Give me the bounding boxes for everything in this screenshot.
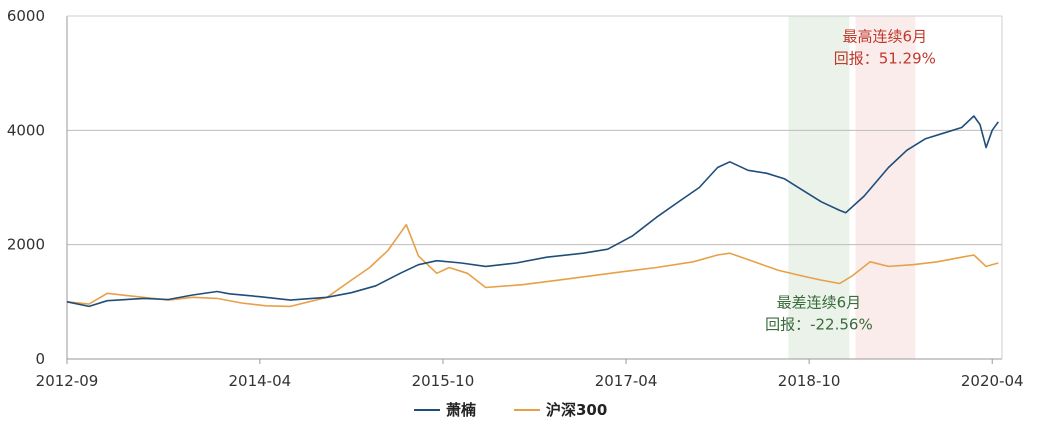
x-tick-label: 2012-09 xyxy=(36,372,99,390)
series-line-0 xyxy=(66,115,999,308)
shaded-region-best xyxy=(855,16,916,359)
x-tick-label: 2018-10 xyxy=(778,372,841,390)
annotation-best-line1: 最高连续6月 xyxy=(843,28,928,46)
annotation-worst-line2: 回报：-22.56% xyxy=(765,316,873,334)
x-tick-label: 2014-04 xyxy=(229,372,292,390)
y-tick-label: 6000 xyxy=(7,7,45,25)
x-tick-label: 2020-04 xyxy=(961,372,1024,390)
x-tick-label: 2015-10 xyxy=(412,372,475,390)
y-tick-label: 0 xyxy=(35,350,45,368)
series-line-1 xyxy=(66,223,999,308)
annotation-best-line2: 回报：51.29% xyxy=(834,50,936,68)
legend-label-0: 萧楠 xyxy=(446,401,476,419)
x-tick-label: 2017-04 xyxy=(595,372,658,390)
annotation-worst-line1: 最差连续6月 xyxy=(777,294,862,312)
y-tick-label: 2000 xyxy=(7,236,45,254)
y-tick-label: 4000 xyxy=(7,121,45,139)
legend-label-1: 沪深300 xyxy=(546,401,607,419)
